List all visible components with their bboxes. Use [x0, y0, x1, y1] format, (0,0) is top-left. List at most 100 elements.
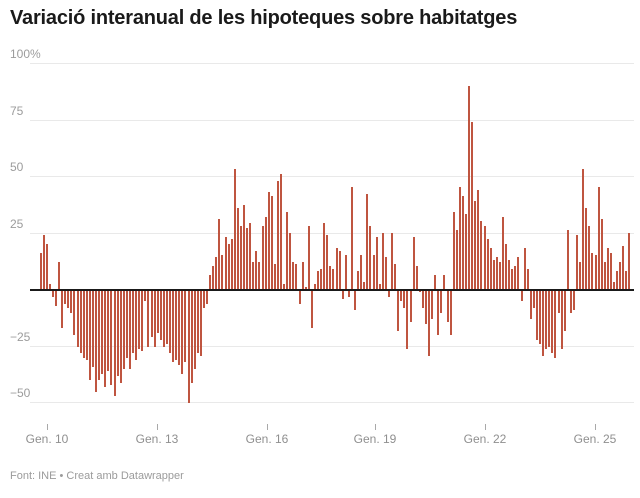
bar [576, 234, 579, 289]
bar [144, 290, 147, 302]
x-axis-tick-label: Gen. 10 [25, 432, 69, 446]
bar [492, 259, 495, 289]
bar [480, 221, 483, 289]
bar [594, 255, 597, 289]
bar [609, 252, 612, 289]
bar [48, 284, 51, 289]
x-axis-tick [485, 424, 486, 430]
bar [261, 225, 264, 289]
bar [344, 255, 347, 289]
bar [369, 225, 372, 289]
x-axis-tick [595, 424, 596, 430]
bar [529, 290, 532, 320]
bar [341, 290, 344, 300]
bar [585, 207, 588, 289]
bar [335, 248, 338, 289]
bar [239, 225, 242, 289]
bar [70, 290, 73, 313]
bar [202, 290, 205, 309]
y-axis-label: 75 [10, 103, 24, 118]
bar [298, 290, 301, 304]
x-axis-tick-label: Gen. 22 [463, 432, 507, 446]
bar [51, 290, 54, 297]
bar [520, 290, 523, 302]
bar [153, 290, 156, 347]
bar [625, 270, 628, 289]
bar [508, 259, 511, 289]
bar [366, 194, 369, 289]
bar [517, 257, 520, 289]
bar [196, 290, 199, 354]
y-gridline [30, 402, 634, 403]
zero-baseline [30, 288, 634, 291]
bar [498, 261, 501, 289]
bar [122, 290, 125, 370]
bar [230, 239, 233, 289]
bar [606, 248, 609, 289]
bar [403, 290, 406, 309]
bar [73, 290, 76, 336]
bar [535, 290, 538, 340]
y-gridline [30, 176, 634, 177]
bar [477, 189, 480, 289]
bar [326, 234, 329, 289]
x-axis-tick-label: Gen. 19 [353, 432, 397, 446]
bar [505, 243, 508, 289]
bar [431, 290, 434, 320]
y-axis-label: 100% [10, 47, 41, 61]
bar [132, 290, 135, 354]
bar [45, 243, 48, 289]
bar [424, 290, 427, 324]
bar [628, 232, 631, 289]
bar [458, 187, 461, 289]
bar [212, 266, 215, 289]
bar [181, 290, 184, 374]
bar [187, 290, 190, 403]
bar [563, 290, 566, 331]
bar [178, 290, 181, 365]
bar [280, 173, 283, 289]
bar [233, 169, 236, 289]
bar [320, 268, 323, 289]
bar [428, 290, 431, 356]
bar [313, 284, 316, 289]
bar [267, 191, 270, 289]
bar [406, 290, 409, 349]
bar [545, 290, 548, 349]
bar [378, 284, 381, 289]
bar [400, 290, 403, 302]
bar [560, 290, 563, 349]
bar [88, 290, 91, 381]
bar [283, 284, 286, 289]
bar [255, 250, 258, 289]
bar [354, 290, 357, 311]
bar [67, 290, 70, 309]
bar [218, 218, 221, 289]
x-axis-tick [267, 424, 268, 430]
bar [107, 290, 110, 372]
y-axis-label: 50 [10, 160, 24, 174]
bar [412, 237, 415, 289]
bar [347, 290, 350, 297]
bar [551, 290, 554, 354]
bar [391, 232, 394, 289]
bar [489, 248, 492, 289]
bar [258, 261, 261, 289]
bar [600, 218, 603, 289]
bar [276, 180, 279, 289]
bar [264, 216, 267, 289]
chart-title: Variació interanual de les hipoteques so… [10, 7, 518, 29]
bar [91, 290, 94, 367]
bar [375, 237, 378, 289]
x-axis-tick-label: Gen. 16 [245, 432, 289, 446]
bar [58, 261, 61, 289]
bar [295, 264, 298, 289]
bar [206, 290, 209, 304]
bar [215, 257, 218, 289]
bar [421, 290, 424, 309]
bar [286, 212, 289, 289]
bar [622, 246, 625, 289]
bar [172, 290, 175, 363]
y-axis-label: −50 [10, 386, 31, 400]
